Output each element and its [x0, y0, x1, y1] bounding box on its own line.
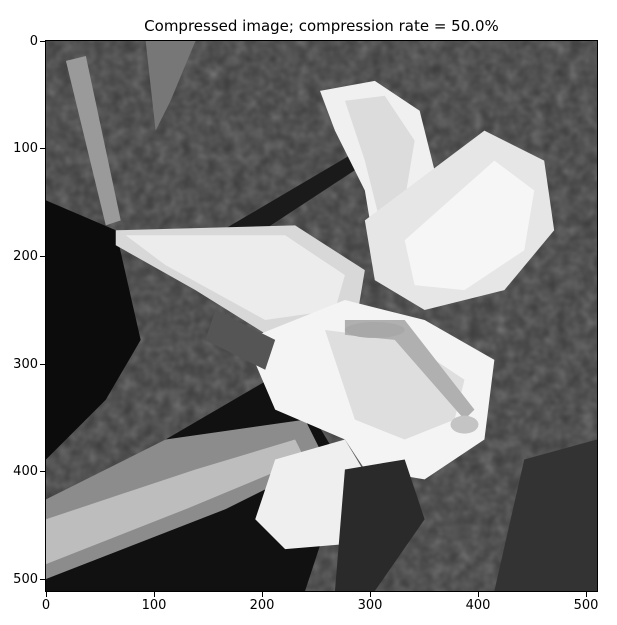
image-axes	[45, 40, 598, 592]
y-tick-500: 500	[13, 572, 38, 587]
y-tick-400: 400	[13, 464, 38, 479]
y-tick-200: 200	[13, 249, 38, 264]
y-tick-100: 100	[13, 141, 38, 156]
figure-title: Compressed image; compression rate = 50.…	[144, 17, 499, 35]
dark-leaf-left	[46, 200, 141, 460]
stem-left	[65, 55, 121, 226]
x-tick-0: 0	[41, 598, 51, 613]
leaf-top	[145, 41, 196, 131]
x-tick-400: 400	[465, 598, 491, 613]
x-tick-300: 300	[357, 598, 383, 613]
x-tick-200: 200	[249, 598, 275, 613]
x-tick-100: 100	[141, 598, 167, 613]
x-tick-500: 500	[573, 598, 599, 613]
y-tick-0: 0	[29, 34, 38, 49]
compressed-lily-image	[46, 41, 597, 591]
y-tick-300: 300	[13, 357, 38, 372]
